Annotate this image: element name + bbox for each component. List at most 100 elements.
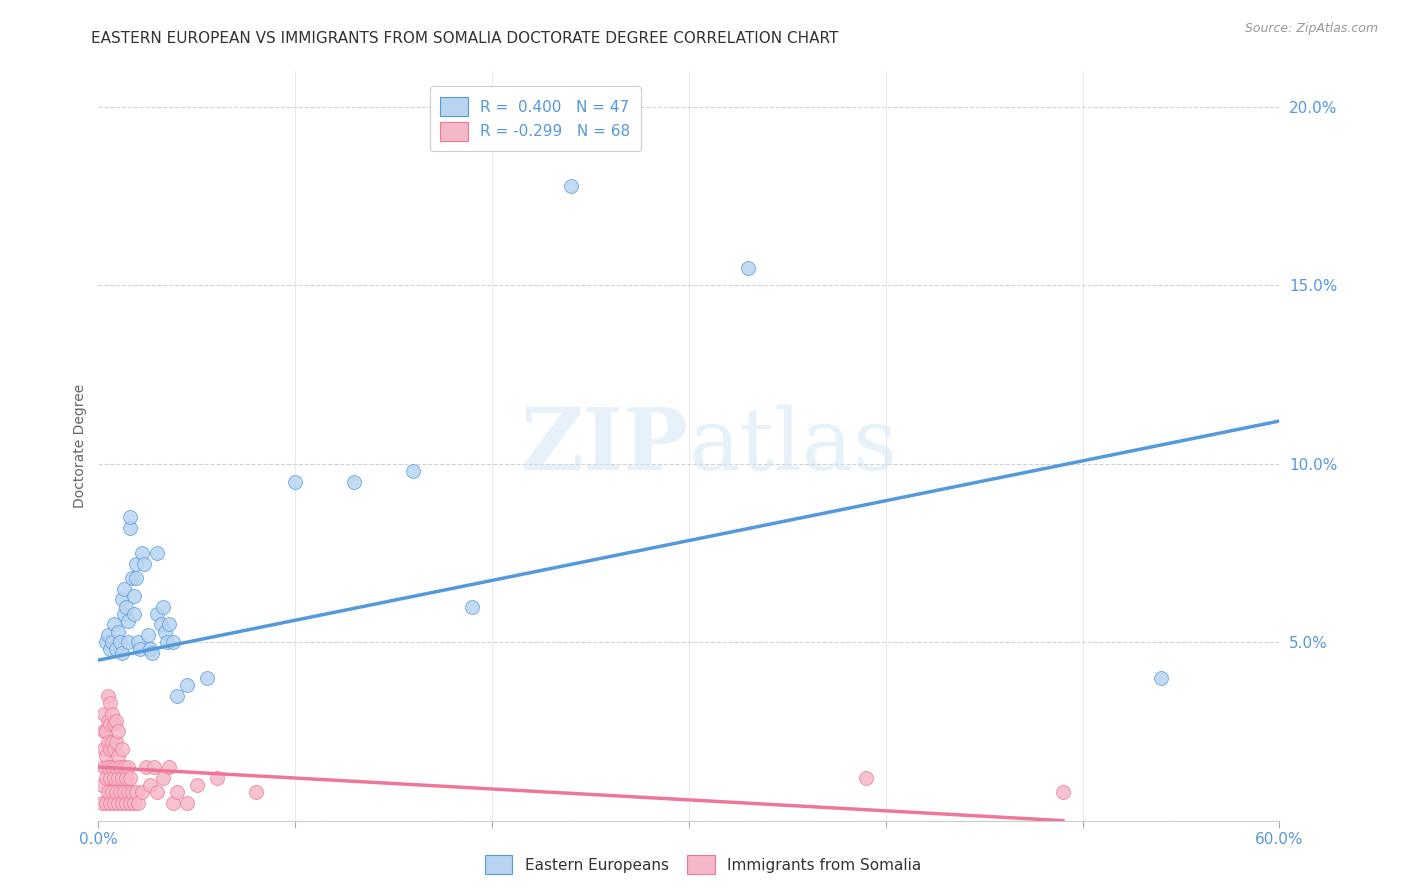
Point bbox=[121, 785, 143, 799]
Point bbox=[138, 642, 160, 657]
Point bbox=[98, 642, 121, 657]
Point bbox=[115, 771, 138, 785]
Point bbox=[156, 635, 179, 649]
Y-axis label: Doctorate Degree: Doctorate Degree bbox=[73, 384, 87, 508]
Point bbox=[152, 771, 174, 785]
Point bbox=[131, 546, 153, 560]
Point bbox=[108, 635, 131, 649]
Point bbox=[245, 785, 267, 799]
Point bbox=[105, 785, 128, 799]
Point bbox=[155, 624, 177, 639]
Point bbox=[284, 475, 307, 489]
Point bbox=[93, 706, 115, 721]
Point bbox=[107, 796, 129, 810]
Point bbox=[560, 178, 582, 193]
Point bbox=[93, 742, 115, 756]
Point bbox=[97, 760, 120, 774]
Point bbox=[101, 735, 124, 749]
Point bbox=[98, 696, 121, 710]
Point bbox=[121, 571, 143, 585]
Point bbox=[152, 599, 174, 614]
Point bbox=[142, 760, 165, 774]
Point bbox=[105, 714, 128, 728]
Point bbox=[96, 635, 118, 649]
Point bbox=[97, 735, 120, 749]
Point bbox=[97, 689, 120, 703]
Point bbox=[108, 760, 131, 774]
Point bbox=[125, 785, 148, 799]
Point bbox=[1150, 671, 1173, 685]
Point bbox=[105, 760, 128, 774]
Point bbox=[127, 635, 149, 649]
Point bbox=[166, 785, 188, 799]
Point bbox=[91, 778, 114, 792]
Point bbox=[112, 785, 135, 799]
Point bbox=[96, 771, 118, 785]
Point bbox=[96, 724, 118, 739]
Point bbox=[125, 557, 148, 571]
Point bbox=[131, 785, 153, 799]
Point bbox=[111, 592, 134, 607]
Point bbox=[141, 646, 163, 660]
Point bbox=[112, 582, 135, 596]
Point bbox=[461, 599, 484, 614]
Text: EASTERN EUROPEAN VS IMMIGRANTS FROM SOMALIA DOCTORATE DEGREE CORRELATION CHART: EASTERN EUROPEAN VS IMMIGRANTS FROM SOMA… bbox=[91, 31, 839, 46]
Point bbox=[112, 760, 135, 774]
Point bbox=[118, 796, 141, 810]
Point bbox=[127, 796, 149, 810]
Point bbox=[107, 624, 129, 639]
Point bbox=[98, 796, 121, 810]
Point bbox=[166, 689, 188, 703]
Point bbox=[93, 760, 115, 774]
Point bbox=[157, 617, 180, 632]
Text: ZIP: ZIP bbox=[522, 404, 689, 488]
Point bbox=[98, 771, 121, 785]
Point bbox=[93, 724, 115, 739]
Point bbox=[122, 796, 145, 810]
Point bbox=[103, 617, 125, 632]
Point bbox=[162, 635, 184, 649]
Point bbox=[103, 717, 125, 731]
Point bbox=[115, 796, 138, 810]
Point bbox=[107, 749, 129, 764]
Point bbox=[107, 724, 129, 739]
Point bbox=[101, 635, 124, 649]
Point bbox=[737, 260, 759, 275]
Point bbox=[205, 771, 228, 785]
Point bbox=[103, 796, 125, 810]
Point bbox=[132, 557, 155, 571]
Point bbox=[176, 796, 198, 810]
Point bbox=[96, 749, 118, 764]
Point bbox=[111, 796, 134, 810]
Point bbox=[122, 589, 145, 603]
Legend: Eastern Europeans, Immigrants from Somalia: Eastern Europeans, Immigrants from Somal… bbox=[479, 849, 927, 880]
Point bbox=[108, 785, 131, 799]
Point bbox=[101, 706, 124, 721]
Point bbox=[118, 510, 141, 524]
Point bbox=[117, 760, 139, 774]
Point bbox=[343, 475, 366, 489]
Point bbox=[117, 785, 139, 799]
Point bbox=[118, 521, 141, 535]
Point bbox=[105, 735, 128, 749]
Point bbox=[195, 671, 218, 685]
Point bbox=[146, 546, 169, 560]
Point bbox=[128, 642, 150, 657]
Point bbox=[117, 635, 139, 649]
Point bbox=[112, 607, 135, 621]
Point bbox=[107, 771, 129, 785]
Point bbox=[402, 464, 425, 478]
Point bbox=[111, 771, 134, 785]
Point bbox=[111, 742, 134, 756]
Point bbox=[117, 614, 139, 628]
Point bbox=[125, 571, 148, 585]
Point bbox=[146, 785, 169, 799]
Point bbox=[97, 628, 120, 642]
Point bbox=[101, 785, 124, 799]
Point bbox=[150, 617, 173, 632]
Legend: R =  0.400   N = 47, R = -0.299   N = 68: R = 0.400 N = 47, R = -0.299 N = 68 bbox=[430, 87, 641, 152]
Point bbox=[138, 778, 160, 792]
Point bbox=[101, 760, 124, 774]
Point bbox=[98, 717, 121, 731]
Point bbox=[105, 642, 128, 657]
